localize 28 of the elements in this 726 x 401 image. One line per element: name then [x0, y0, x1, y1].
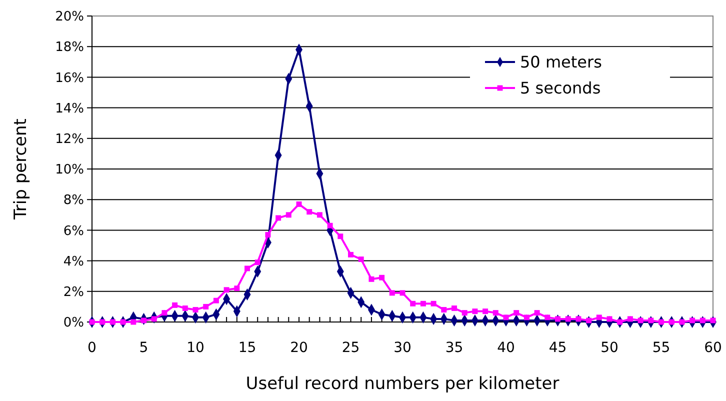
y-tick-label: 18%	[55, 40, 84, 56]
y-tick-label: 16%	[55, 70, 84, 86]
x-tick-label: 20	[290, 340, 308, 356]
x-tick-label: 15	[238, 340, 256, 356]
x-tick-label: 30	[394, 340, 412, 356]
x-tick-label: 35	[445, 340, 464, 356]
x-tick-label: 5	[139, 340, 148, 356]
x-tick-label: 25	[342, 340, 360, 356]
x-tick-label: 0	[88, 340, 96, 356]
y-tick-label: 20%	[55, 10, 84, 25]
y-tick-label: 10%	[55, 162, 84, 178]
x-tick-label: 10	[186, 340, 204, 356]
y-tick-label: 0%	[63, 316, 84, 331]
y-tick-label: 14%	[55, 101, 84, 116]
x-axis-title: Useful record numbers per kilometer	[246, 374, 560, 394]
x-tick-label: 50	[600, 340, 618, 356]
legend-label: 50 meters	[520, 52, 602, 72]
y-tick-label: 8%	[63, 193, 84, 208]
x-tick-label: 40	[497, 340, 515, 356]
legend-label: 5 seconds	[520, 78, 601, 98]
y-tick-label: 6%	[63, 224, 84, 239]
y-tick-label: 4%	[63, 254, 84, 270]
x-tick-label: 60	[704, 340, 722, 356]
y-axis-title: Trip percent	[11, 118, 31, 220]
x-tick-label: 45	[548, 340, 567, 356]
y-tick-label: 12%	[55, 132, 84, 147]
y-tick-label: 2%	[63, 284, 84, 300]
x-tick-label: 55	[652, 340, 670, 356]
